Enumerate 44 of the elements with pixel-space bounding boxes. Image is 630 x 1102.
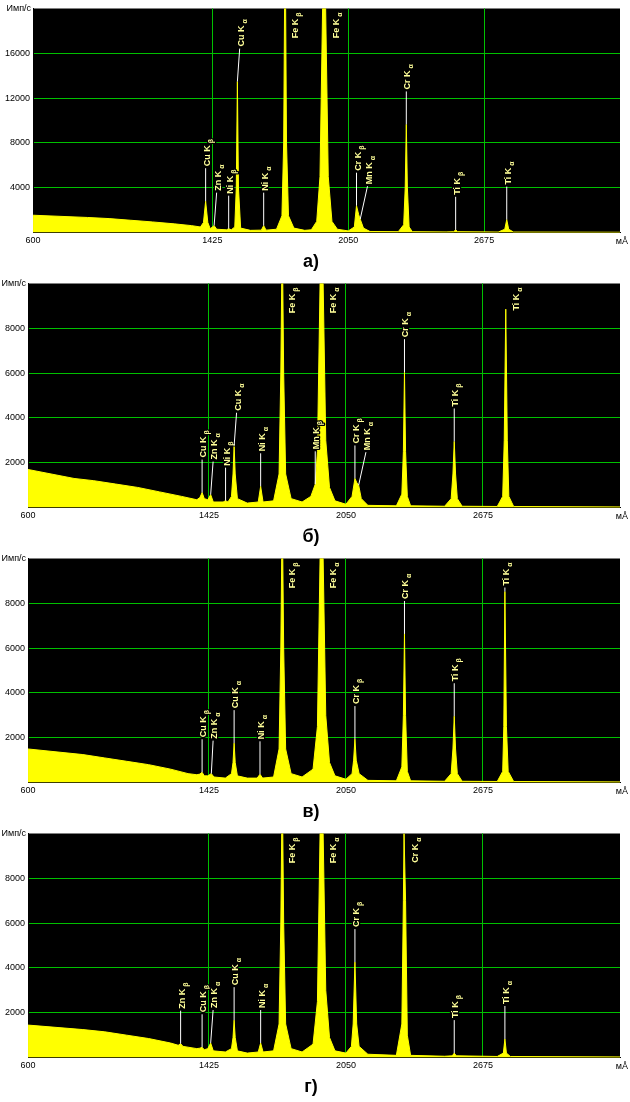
x-tick-label: 2050 <box>338 235 359 246</box>
y-tick-label: 6000 <box>4 367 26 378</box>
x-tick-label: 2675 <box>472 510 493 521</box>
y-tick-label: 6000 <box>4 917 26 928</box>
text: в) <box>302 801 320 822</box>
x-tick-label: 2675 <box>472 1060 493 1071</box>
y-tick-label: 4000 <box>4 962 26 973</box>
y-tick-label: 4000 <box>4 412 26 423</box>
x-tick-label: 1425 <box>198 785 219 796</box>
y-tick-label: 2000 <box>4 732 26 743</box>
y-axis-title: Имп/с <box>6 3 32 14</box>
y-tick-label: 4000 <box>4 687 26 698</box>
x-tick-label: 2050 <box>335 1060 356 1071</box>
y-axis-title: Имп/с <box>1 278 27 289</box>
y-tick-label: 2000 <box>4 1007 26 1018</box>
y-tick-label: 16000 <box>5 47 31 58</box>
text: г) <box>304 1076 318 1097</box>
y-tick-label: 2000 <box>4 457 26 468</box>
y-axis-title: Имп/с <box>1 553 27 564</box>
y-axis-title: Имп/с <box>1 828 27 839</box>
x-tick-label: 1425 <box>198 510 219 521</box>
x-tick-label: 2050 <box>335 785 356 796</box>
x-tick-label: 1425 <box>198 1060 219 1071</box>
y-tick-label: 8000 <box>10 137 31 148</box>
x-tick-label: 2675 <box>474 235 495 246</box>
x-axis-title: мÅ <box>615 235 628 246</box>
text: б) <box>302 526 320 547</box>
y-tick-label: 6000 <box>4 642 26 653</box>
y-tick-label: 4000 <box>10 182 31 193</box>
x-axis-title: мÅ <box>615 510 628 521</box>
x-tick-label: 600 <box>25 235 41 246</box>
text: а) <box>302 251 320 272</box>
y-tick-label: 8000 <box>4 597 26 608</box>
x-tick-label: 2675 <box>472 785 493 796</box>
y-tick-label: 8000 <box>4 872 26 883</box>
x-tick-label: 600 <box>20 1060 36 1071</box>
x-axis-title: мÅ <box>615 785 628 796</box>
x-tick-label: 600 <box>20 785 36 796</box>
x-tick-label: 600 <box>20 510 36 521</box>
x-axis-title: мÅ <box>615 1060 628 1071</box>
x-tick-label: 2050 <box>335 510 356 521</box>
y-tick-label: 12000 <box>5 92 31 103</box>
x-tick-label: 1425 <box>202 235 223 246</box>
y-tick-label: 8000 <box>4 322 26 333</box>
